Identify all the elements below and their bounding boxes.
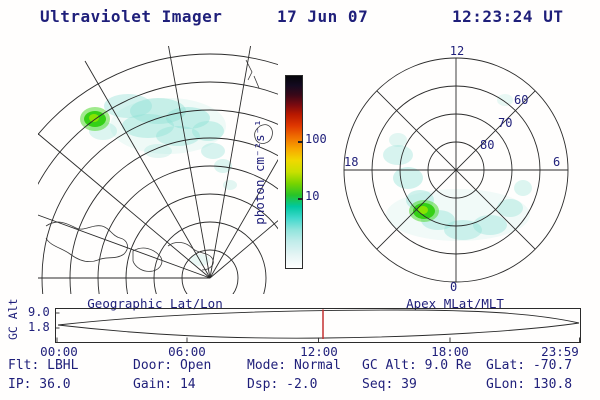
mlat-label-60: 60: [514, 93, 529, 107]
orbit-lower-curve: [57, 322, 580, 339]
mlt-label-18: 18: [344, 155, 359, 169]
colorbar-tick-10: [298, 197, 303, 200]
geographic-plot: [38, 46, 278, 294]
mlat-label-70: 70: [498, 116, 513, 130]
title-date: 17 Jun 07: [277, 7, 369, 26]
colorbar-units-label: photon cm⁻²s⁻¹: [252, 119, 267, 225]
xtick-1200: 12:00: [300, 344, 338, 359]
colorbar: [285, 75, 303, 269]
mlat-label-80: 80: [480, 138, 495, 152]
orbit-ytick-1.8: 1.8: [28, 320, 50, 334]
orbit-panel: [55, 308, 581, 343]
apex-plot: [343, 57, 569, 283]
colorbar-label-100: 100: [305, 132, 327, 146]
status-mode: Mode: Normal: [247, 358, 341, 373]
status-seq: Seq: 39: [362, 377, 417, 392]
mlt-label-6: 6: [553, 155, 561, 169]
xtick-1800: 18:00: [431, 344, 469, 359]
mlt-label-0: 0: [450, 280, 458, 294]
coastlines: [45, 59, 273, 272]
orbit-ytick-9: 9.0: [28, 305, 50, 319]
orbit-upper-curve: [57, 309, 580, 326]
xtick-0600: 06:00: [168, 344, 206, 359]
status-glat: GLat: -70.7: [486, 358, 573, 373]
orbit-y-axis-label: GC Alt: [6, 298, 20, 340]
status-ip: IP: 36.0: [8, 377, 71, 392]
geographic-plot-caption: Geographic Lat/Lon: [87, 296, 223, 311]
status-glon: GLon: 130.8: [486, 377, 573, 392]
colorbar-label-10: 10: [305, 189, 320, 203]
status-gain: Gain: 14: [133, 377, 196, 392]
page-title: Ultraviolet Imager: [40, 7, 223, 26]
status-dsp: Dsp: -2.0: [247, 377, 318, 392]
colorbar-tick-100: [298, 141, 303, 144]
status-gc-alt: GC Alt: 9.0 Re: [362, 358, 472, 373]
status-row-2: IP: 36.0 Gain: 14 Dsp: -2.0 Seq: 39 GLon…: [0, 377, 600, 393]
status-door: Door: Open: [133, 358, 212, 373]
xtick-0000: 00:00: [40, 344, 78, 359]
status-row-1: Flt: LBHL Door: Open Mode: Normal GC Alt…: [0, 358, 600, 374]
title-time: 12:23:24 UT: [452, 7, 564, 26]
xtick-2359: 23:59: [541, 344, 579, 359]
mlt-label-12: 12: [449, 44, 465, 58]
bright-aurora-spot-apex: [409, 200, 439, 222]
apex-plot-caption: Apex MLat/MLT: [406, 296, 504, 311]
status-flt: Flt: LBHL: [8, 358, 79, 373]
